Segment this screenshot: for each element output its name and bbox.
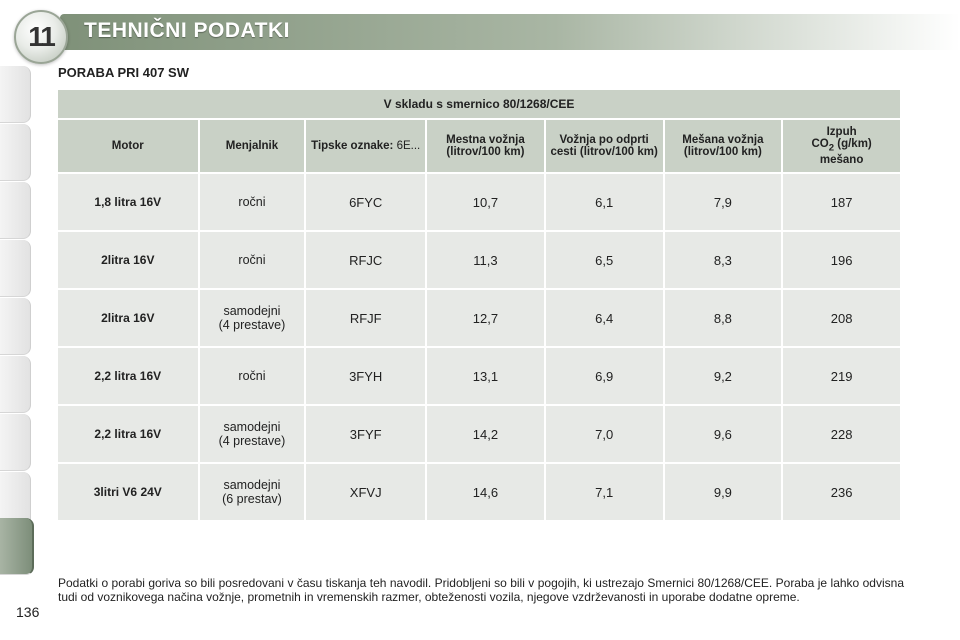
cell-gearbox: samodejni (4 prestave) bbox=[199, 290, 305, 346]
chapter-tabs bbox=[0, 60, 34, 580]
cell-combined: 8,8 bbox=[664, 290, 782, 346]
cell-gearbox-line1: samodejni bbox=[223, 478, 281, 492]
header-gearbox: Menjalnik bbox=[199, 120, 305, 172]
table-row: 3litri V6 24V samodejni (6 prestav) XFVJ … bbox=[58, 464, 900, 520]
table-row: 2,2 litra 16V samodejni (4 prestave) 3FYF… bbox=[58, 406, 900, 462]
header-co2-line3: mešano bbox=[819, 154, 864, 167]
header-urban: Mestna vožnja (litrov/100 km) bbox=[427, 120, 544, 172]
chapter-tab[interactable] bbox=[0, 182, 31, 239]
cell-gearbox-line2: (4 prestave) bbox=[218, 318, 286, 332]
cell-gearbox-line1: ročni bbox=[238, 195, 266, 209]
cell-motor: 2,2 litra 16V bbox=[58, 406, 198, 462]
cell-motor: 2litra 16V bbox=[58, 232, 198, 288]
header-co2-line2: CO2 (g/km) bbox=[786, 138, 897, 154]
cell-code: XFVJ bbox=[306, 464, 426, 520]
cell-urban: 14,6 bbox=[427, 464, 544, 520]
cell-urban: 10,7 bbox=[427, 174, 544, 230]
cell-extra-urban: 7,0 bbox=[545, 406, 663, 462]
section-title: PORABA PRI 407 SW bbox=[58, 65, 189, 80]
cell-urban: 14,2 bbox=[427, 406, 544, 462]
chapter-tab[interactable] bbox=[0, 356, 31, 413]
cell-extra-urban: 6,1 bbox=[545, 174, 663, 230]
chapter-tab[interactable] bbox=[0, 414, 31, 471]
cell-gearbox-line2: (6 prestav) bbox=[222, 492, 282, 506]
header-combined: Mešana vožnja (litrov/100 km) bbox=[664, 120, 782, 172]
cell-combined: 9,2 bbox=[664, 348, 782, 404]
cell-extra-urban: 7,1 bbox=[545, 464, 663, 520]
header-co2-line1: Izpuh bbox=[826, 125, 857, 138]
chapter-title: TEHNIČNI PODATKI bbox=[84, 19, 290, 42]
cell-co2: 196 bbox=[783, 232, 900, 288]
chapter-header-bar bbox=[60, 14, 960, 50]
header-type-label: Tipske oznake: bbox=[311, 140, 394, 152]
cell-gearbox: ročni bbox=[199, 232, 305, 288]
header-co2-sub: 2 bbox=[828, 142, 835, 154]
cell-extra-urban: 6,4 bbox=[545, 290, 663, 346]
cell-gearbox-line1: samodejni bbox=[223, 304, 281, 318]
cell-motor: 3litri V6 24V bbox=[58, 464, 198, 520]
cell-gearbox: ročni bbox=[199, 174, 305, 230]
cell-motor: 2litra 16V bbox=[58, 290, 198, 346]
consumption-table: V skladu s smernico 80/1268/CEE Motor Me… bbox=[56, 88, 902, 522]
cell-co2: 187 bbox=[783, 174, 900, 230]
table-row: 2litra 16V samodejni (4 prestave) RFJF 12… bbox=[58, 290, 900, 346]
cell-co2: 228 bbox=[783, 406, 900, 462]
cell-gearbox-line2: (4 prestave) bbox=[218, 434, 286, 448]
header-type-code: Tipske oznake: 6E... bbox=[306, 120, 426, 172]
cell-code: 6FYC bbox=[306, 174, 426, 230]
cell-co2: 208 bbox=[783, 290, 900, 346]
cell-code: 3FYH bbox=[306, 348, 426, 404]
cell-combined: 9,6 bbox=[664, 406, 782, 462]
header-co2-prefix: CO bbox=[811, 137, 829, 150]
cell-combined: 9,9 bbox=[664, 464, 782, 520]
table-row: 1,8 litra 16V ročni 6FYC 10,7 6,1 7,9 18… bbox=[58, 174, 900, 230]
chapter-tab[interactable] bbox=[0, 240, 31, 297]
cell-combined: 8,3 bbox=[664, 232, 782, 288]
table-row: 2litra 16V ročni RFJC 11,3 6,5 8,3 196 bbox=[58, 232, 900, 288]
cell-gearbox-line1: ročni bbox=[238, 369, 266, 383]
chapter-tab[interactable] bbox=[0, 66, 31, 123]
header-extra-urban: Vožnja po odprti cesti (litrov/100 km) bbox=[545, 120, 663, 172]
header-motor: Motor bbox=[58, 120, 198, 172]
table-header-row: Motor Menjalnik Tipske oznake: 6E... Mes… bbox=[58, 120, 900, 172]
cell-gearbox: samodejni (4 prestave) bbox=[199, 406, 305, 462]
cell-combined: 7,9 bbox=[664, 174, 782, 230]
cell-code: RFJC bbox=[306, 232, 426, 288]
cell-urban: 12,7 bbox=[427, 290, 544, 346]
cell-code: 3FYF bbox=[306, 406, 426, 462]
cell-motor: 2,2 litra 16V bbox=[58, 348, 198, 404]
chapter-number-badge: 11 bbox=[14, 10, 68, 64]
cell-gearbox: samodejni (6 prestav) bbox=[199, 464, 305, 520]
cell-extra-urban: 6,9 bbox=[545, 348, 663, 404]
footnote-text: Podatki o porabi goriva so bili posredov… bbox=[58, 576, 904, 604]
cell-urban: 13,1 bbox=[427, 348, 544, 404]
chapter-tab[interactable] bbox=[0, 298, 31, 355]
cell-urban: 11,3 bbox=[427, 232, 544, 288]
cell-gearbox: ročni bbox=[199, 348, 305, 404]
cell-gearbox-line1: samodejni bbox=[223, 420, 281, 434]
header-co2: Izpuh CO2 (g/km) mešano bbox=[783, 120, 900, 172]
header-co2-suffix: (g/km) bbox=[834, 137, 872, 150]
cell-extra-urban: 6,5 bbox=[545, 232, 663, 288]
cell-motor: 1,8 litra 16V bbox=[58, 174, 198, 230]
table-caption: V skladu s smernico 80/1268/CEE bbox=[58, 90, 900, 118]
chapter-tab[interactable] bbox=[0, 124, 31, 181]
chapter-tab-active[interactable] bbox=[0, 518, 34, 575]
cell-code: RFJF bbox=[306, 290, 426, 346]
header-type-value: 6E... bbox=[396, 140, 421, 152]
page-number: 136 bbox=[16, 604, 40, 620]
cell-co2: 219 bbox=[783, 348, 900, 404]
table-row: 2,2 litra 16V ročni 3FYH 13,1 6,9 9,2 21… bbox=[58, 348, 900, 404]
cell-co2: 236 bbox=[783, 464, 900, 520]
cell-gearbox-line1: ročni bbox=[238, 253, 266, 267]
